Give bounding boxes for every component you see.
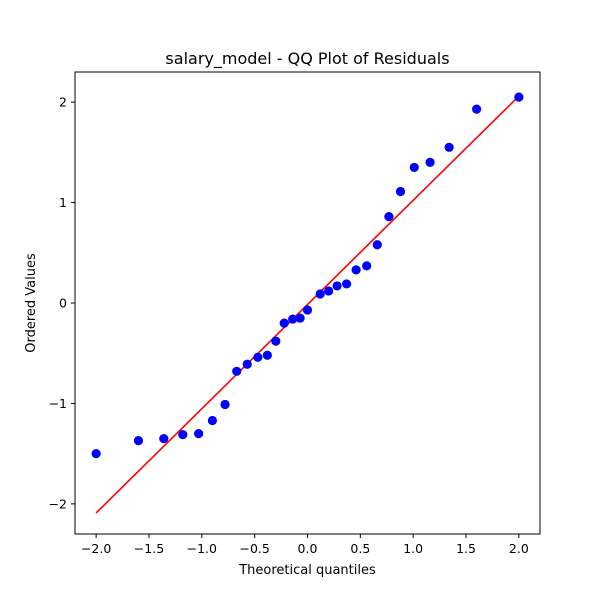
data-point xyxy=(332,281,342,291)
data-point xyxy=(133,435,144,446)
x-tick-label: 2.0 xyxy=(509,541,529,556)
chart-title: salary_model - QQ Plot of Residuals xyxy=(165,49,449,69)
data-point xyxy=(178,429,188,440)
data-point xyxy=(409,162,419,173)
x-tick-label: 0.0 xyxy=(298,541,318,556)
data-point xyxy=(159,433,169,444)
x-tick-label: −1.5 xyxy=(134,541,164,556)
x-axis: −2.0 −1.5 −1.0 −0.5 0.0 0.5 1.0 1.5 2.0 xyxy=(81,534,529,556)
y-tick-label: 1 xyxy=(59,195,67,210)
data-point xyxy=(262,350,272,360)
points-layer xyxy=(91,92,524,459)
y-tick-label: −1 xyxy=(49,396,67,411)
x-tick-label: −1.0 xyxy=(187,541,217,556)
y-tick-label: −2 xyxy=(49,496,67,511)
data-point xyxy=(220,399,230,410)
data-point xyxy=(302,305,313,315)
data-point xyxy=(384,212,394,222)
fit-line-layer xyxy=(95,95,520,514)
data-point xyxy=(253,352,263,362)
data-point xyxy=(372,240,382,250)
data-point xyxy=(91,449,101,459)
data-point xyxy=(351,265,361,275)
data-point xyxy=(514,92,524,102)
y-tick-label: 0 xyxy=(59,296,67,311)
data-point xyxy=(207,415,217,426)
data-point xyxy=(271,336,281,346)
x-tick-label: −0.5 xyxy=(239,541,269,556)
data-point xyxy=(288,314,298,324)
data-point xyxy=(324,286,334,296)
x-tick-label: 1.0 xyxy=(403,541,423,556)
data-point xyxy=(395,186,406,197)
x-tick-label: 1.5 xyxy=(456,541,476,556)
x-tick-label: −2.0 xyxy=(81,541,111,556)
y-tick-label: 2 xyxy=(59,95,67,110)
data-point xyxy=(232,366,242,376)
data-point xyxy=(242,359,252,369)
data-point xyxy=(194,428,204,439)
x-axis-label: Theoretical quantiles xyxy=(238,563,376,578)
data-point xyxy=(315,289,325,299)
data-point xyxy=(362,261,372,271)
data-point xyxy=(342,279,352,289)
y-axis: −2 −1 0 1 2 xyxy=(49,95,75,511)
data-point xyxy=(425,157,435,167)
reference-line xyxy=(95,95,520,514)
data-point xyxy=(444,142,454,152)
x-tick-label: 0.5 xyxy=(350,541,370,556)
data-point xyxy=(295,313,305,323)
data-point xyxy=(279,318,289,328)
data-point xyxy=(471,104,482,114)
y-axis-label: Ordered Values xyxy=(24,253,39,353)
